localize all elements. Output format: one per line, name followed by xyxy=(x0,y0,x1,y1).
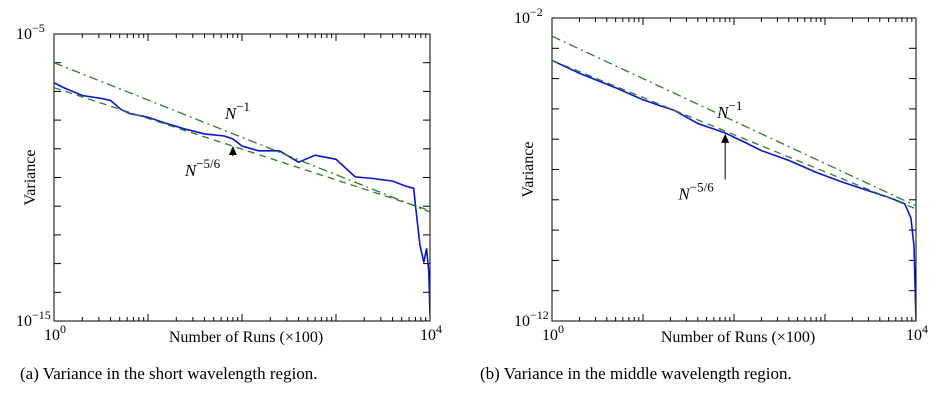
y-tick-label: 10−2 xyxy=(514,5,543,27)
chart-panel-a: 100 104 10−5 10−15 Number of Runs (×100) Vari… xyxy=(0,0,470,400)
x-axis-label: Number of Runs (×100) xyxy=(169,329,323,346)
x-tick-label: 104 xyxy=(420,322,442,344)
axis-ticks xyxy=(551,17,916,322)
annotation-n-inverse: N−1 xyxy=(224,99,250,123)
series-line-n-five-sixths-ref xyxy=(54,87,430,212)
annotation-n-five-sixths: N−5/6 xyxy=(184,156,221,180)
series-line-n-inverse-ref xyxy=(552,35,916,207)
x-tick-label: 100 xyxy=(44,322,66,344)
annotation-arrowhead xyxy=(228,146,237,156)
annotation-arrowhead xyxy=(721,133,730,143)
plot-area xyxy=(552,35,916,321)
caption-b: (b) Variance in the middle wavelength re… xyxy=(480,364,792,383)
x-axis-label: Number of Runs (×100) xyxy=(661,329,815,346)
series-line-n-five-sixths-ref xyxy=(552,59,916,210)
axis-ticks xyxy=(53,33,430,322)
x-tick-label: 100 xyxy=(542,322,564,344)
plot-frame xyxy=(53,33,431,322)
caption-a: (a) Variance in the short wavelength reg… xyxy=(20,364,318,383)
plot-area xyxy=(54,62,430,316)
chart-panel-b: 100 104 10−2 10−12 Number of Runs (×100) Vari… xyxy=(472,0,943,400)
variance-chart-short: 100 104 10−5 10−15 Number of Runs (×100) Vari… xyxy=(16,21,442,346)
series-line-measured xyxy=(54,82,430,316)
y-tick-label: 10−5 xyxy=(16,21,45,43)
annotation-n-five-sixths: N−5/6 xyxy=(677,180,714,204)
series-line-n-inverse-ref xyxy=(54,62,430,213)
series-line-measured xyxy=(552,59,916,321)
y-tick-label: 10−12 xyxy=(514,308,549,330)
plot-frame xyxy=(551,17,917,322)
x-tick-label: 104 xyxy=(906,322,928,344)
annotation-n-inverse: N−1 xyxy=(716,98,742,122)
y-axis-label: Variance xyxy=(520,142,537,198)
y-tick-label: 10−15 xyxy=(16,308,51,330)
y-axis-label: Variance xyxy=(22,150,39,206)
variance-chart-middle: 100 104 10−2 10−12 Number of Runs (×100) Vari… xyxy=(514,5,928,346)
